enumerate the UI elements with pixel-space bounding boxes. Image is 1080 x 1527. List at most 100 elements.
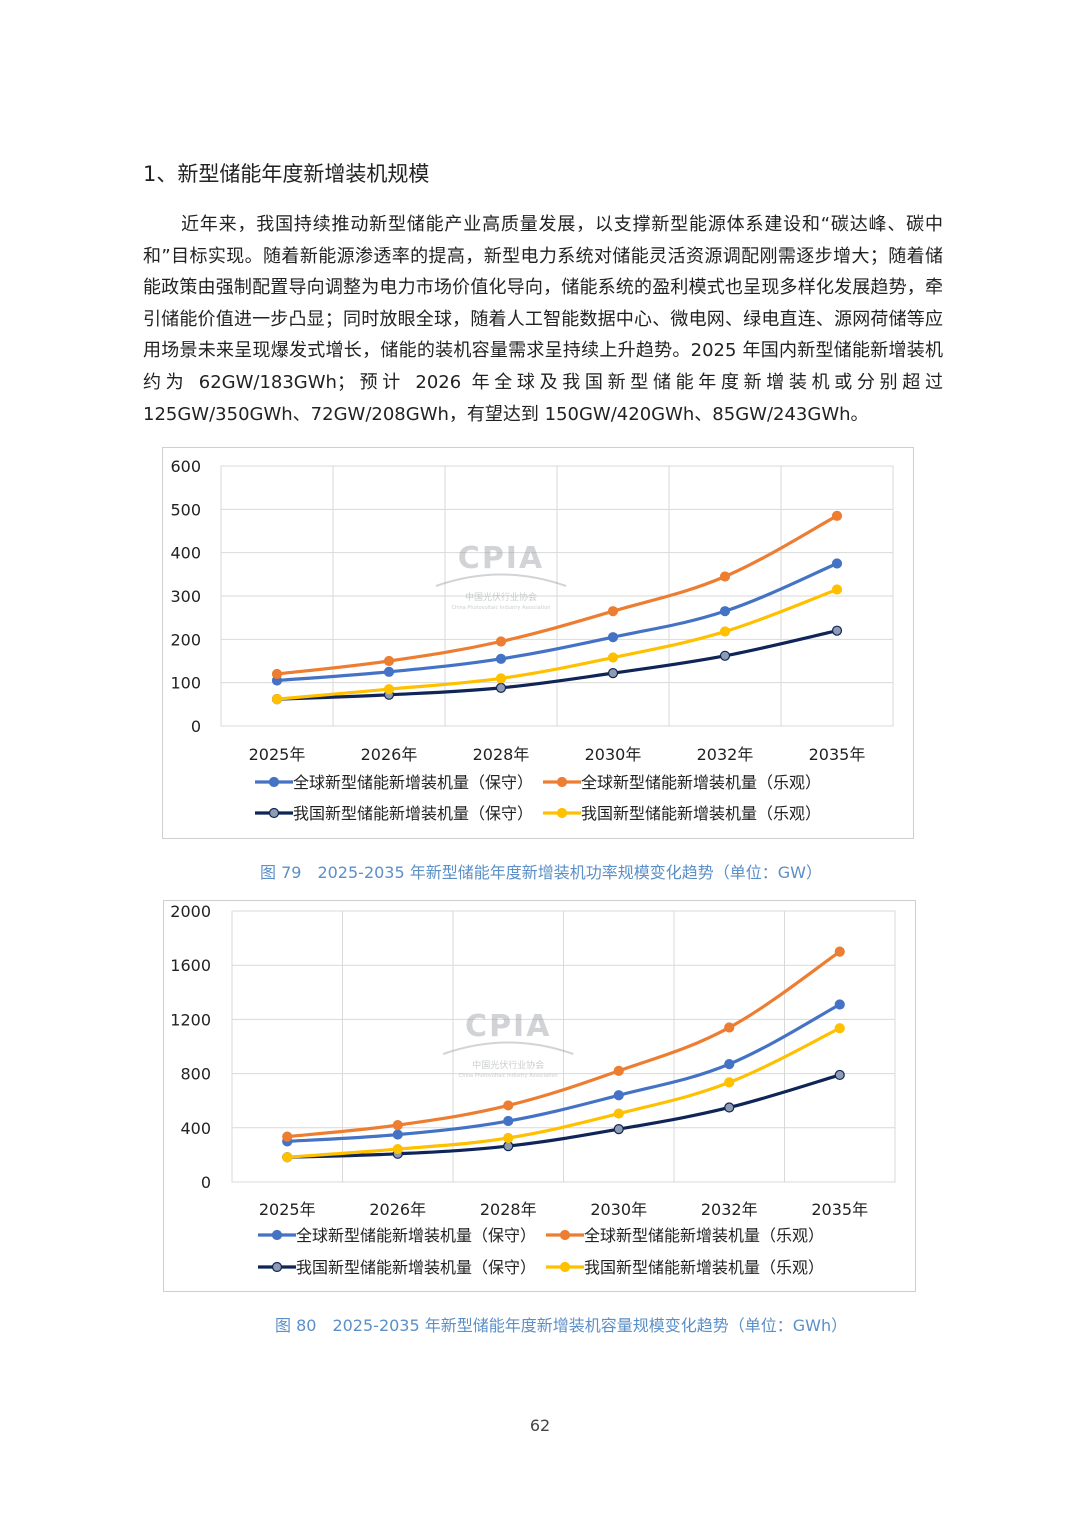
- legend-label: 全球新型储能新增装机量（保守）: [293, 773, 533, 792]
- y-tick-label: 300: [170, 587, 201, 606]
- data-point: [613, 1065, 624, 1076]
- series-line: [276, 514, 838, 676]
- watermark-org-en: China Photovoltaic Industry Association: [459, 1073, 558, 1079]
- legend-label: 全球新型储能新增装机量（乐观）: [581, 773, 821, 792]
- x-tick-label: 2035年: [811, 1200, 868, 1219]
- data-point: [724, 1102, 735, 1113]
- watermark-org-cn: 中国光伏行业协会: [465, 591, 537, 603]
- data-point: [495, 653, 507, 664]
- chart-1-svg: 0 100 200 300 400 500 600 2025年 2026年 2028年 2030年 2…: [170, 457, 894, 823]
- series-line: [287, 1003, 841, 1143]
- watermark-arc: [442, 1041, 574, 1055]
- data-point: [282, 1131, 293, 1142]
- watermark-arc: [435, 573, 567, 587]
- watermark-org-en: China Photovoltaic Industry Association: [452, 605, 551, 611]
- x-tick-label: 2030年: [585, 745, 642, 764]
- chart-1-caption: 图 79 2025-2035 年新型储能年度新增装机功率规模变化趋势（单位：GW…: [260, 863, 822, 882]
- data-point: [724, 1077, 735, 1088]
- y-tick-label: 600: [170, 457, 201, 476]
- y-tick-label: 400: [170, 544, 201, 563]
- series-line: [276, 562, 838, 683]
- data-point: [392, 1129, 403, 1140]
- series-line: [287, 950, 841, 1139]
- legend-marker: [559, 1229, 571, 1241]
- data-point: [503, 1115, 514, 1127]
- legend-marker: [559, 1261, 571, 1273]
- data-point: [383, 684, 395, 695]
- series-line: [276, 629, 838, 701]
- watermark-org-cn: 中国光伏行业协会: [472, 1059, 544, 1071]
- legend-marker: [556, 807, 568, 819]
- y-tick-label: 400: [180, 1119, 211, 1138]
- watermark-logo-text: CPIA: [458, 541, 544, 576]
- section-heading: 1、新型储能年度新增装机规模: [143, 162, 430, 186]
- data-point: [831, 625, 843, 636]
- data-point: [613, 1090, 624, 1101]
- data-point: [831, 510, 843, 521]
- data-point: [724, 1059, 735, 1070]
- y-tick-label: 200: [170, 630, 201, 649]
- legend-marker: [271, 1261, 283, 1273]
- cpia-watermark: CPIA 中国光伏行业协会 China Photovoltaic Industry …: [442, 1009, 574, 1079]
- chart-1-container: 0 100 200 300 400 500 600 2025年 2026年 2028年 2030年 2…: [162, 447, 914, 839]
- y-tick-label: 1200: [170, 1010, 211, 1029]
- y-tick-label: 800: [180, 1065, 211, 1084]
- cpia-watermark: CPIA 中国光伏行业协会 China Photovoltaic Industry …: [435, 541, 567, 611]
- data-point: [495, 673, 507, 684]
- data-point: [503, 1100, 514, 1111]
- x-tick-label: 2032年: [697, 745, 754, 764]
- data-point: [719, 626, 731, 637]
- x-tick-label: 2030年: [590, 1200, 647, 1219]
- chart-2-caption: 图 80 2025-2035 年新型储能年度新增装机容量规模变化趋势（单位：GW…: [275, 1316, 848, 1335]
- data-point: [383, 666, 395, 677]
- data-point: [834, 946, 845, 957]
- data-point: [607, 632, 619, 643]
- legend-label: 我国新型储能新增装机量（乐观）: [584, 1258, 824, 1277]
- x-tick-label: 2032年: [701, 1200, 758, 1219]
- series-line: [287, 1073, 841, 1159]
- y-tick-label: 0: [201, 1173, 211, 1192]
- chart-2-container: 0 400 800 1200 1600 2000 2025年 2026年 2028年 2030年 2…: [163, 900, 916, 1292]
- x-tick-label: 2026年: [361, 745, 418, 764]
- page-number: 62: [529, 1416, 551, 1435]
- data-point: [613, 1124, 624, 1135]
- data-point: [607, 652, 619, 663]
- data-point: [724, 1022, 735, 1033]
- legend-label: 全球新型储能新增装机量（保守）: [296, 1226, 536, 1245]
- x-tick-label: 2025年: [249, 745, 306, 764]
- data-point: [831, 584, 843, 595]
- data-point: [392, 1143, 403, 1155]
- body-paragraph: 近年来，我国持续推动新型储能产业高质量发展，以支撑新型能源体系建设和“碳达峰、碳…: [143, 214, 943, 425]
- data-point: [495, 682, 507, 693]
- data-point: [834, 999, 845, 1010]
- legend-label: 我国新型储能新增装机量（乐观）: [581, 804, 821, 823]
- data-point: [834, 1069, 845, 1081]
- data-point: [831, 558, 843, 569]
- y-tick-label: 500: [170, 500, 201, 519]
- legend-marker: [268, 776, 280, 788]
- chart-2-svg: 0 400 800 1200 1600 2000 2025年 2026年 2028年 2030年 2…: [170, 902, 896, 1277]
- x-tick-label: 2028年: [473, 745, 530, 764]
- legend-marker: [268, 807, 280, 819]
- series-line: [276, 588, 838, 701]
- series-line: [287, 1026, 841, 1159]
- legend-label: 我国新型储能新增装机量（保守）: [293, 804, 533, 823]
- data-point: [383, 655, 395, 667]
- legend-marker: [556, 776, 568, 788]
- y-tick-label: 100: [170, 674, 201, 693]
- legend-label: 全球新型储能新增装机量（乐观）: [584, 1226, 824, 1245]
- data-point: [607, 606, 619, 617]
- data-point: [834, 1023, 845, 1034]
- data-point: [613, 1108, 624, 1119]
- data-point: [719, 606, 731, 617]
- x-tick-label: 2028年: [480, 1200, 537, 1219]
- data-point: [495, 636, 507, 647]
- data-point: [719, 571, 731, 582]
- data-point: [271, 668, 283, 680]
- watermark-logo-text: CPIA: [465, 1009, 551, 1044]
- y-tick-label: 2000: [170, 902, 211, 921]
- data-point: [503, 1132, 514, 1144]
- data-point: [719, 650, 731, 661]
- data-point: [282, 1152, 293, 1163]
- data-point: [271, 694, 283, 705]
